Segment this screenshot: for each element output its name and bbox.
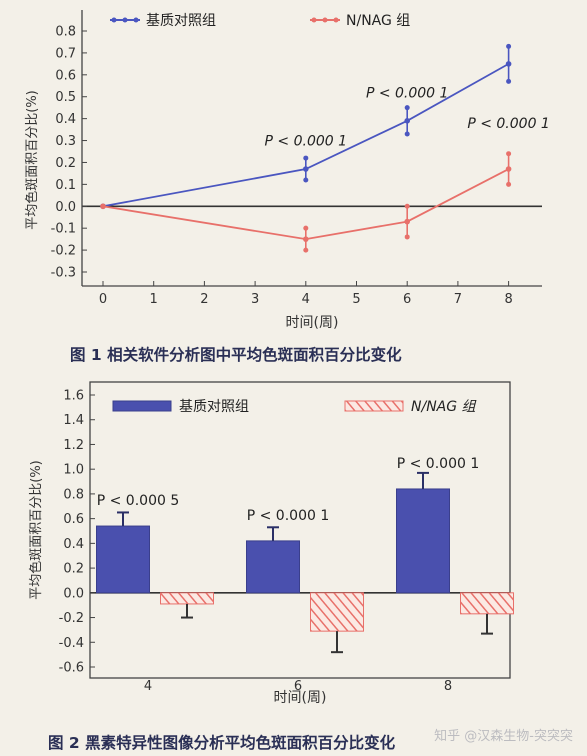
p-value-annotation: P < 0.000 1 bbox=[467, 116, 550, 132]
x-tick-label: 5 bbox=[352, 292, 360, 307]
error-cap bbox=[506, 43, 512, 49]
error-cap bbox=[404, 203, 410, 209]
data-point bbox=[505, 166, 512, 172]
nnag-bar bbox=[160, 592, 214, 605]
control-bar bbox=[396, 488, 450, 594]
error-cap bbox=[404, 234, 410, 240]
control-bar bbox=[96, 525, 150, 594]
error-cap bbox=[404, 131, 410, 137]
y-tick-label: 0.8 bbox=[55, 25, 76, 40]
watermark: 知乎 @汉森生物-突突突 bbox=[434, 729, 573, 744]
y-tick-label: 1.2 bbox=[63, 438, 84, 453]
y-tick-label: 0.5 bbox=[55, 90, 76, 105]
p-value-annotation: P < 0.000 5 bbox=[97, 493, 180, 509]
p-value-annotation: P < 0.000 1 bbox=[265, 134, 348, 150]
figure-1-caption: 图 1 相关软件分析图中平均色斑面积百分比变化 bbox=[70, 346, 402, 364]
y-tick-label: -0.1 bbox=[51, 222, 76, 237]
data-point bbox=[404, 218, 411, 225]
y-tick-label: -0.3 bbox=[51, 266, 76, 281]
x-tick-label: 3 bbox=[251, 292, 259, 307]
error-cap bbox=[303, 177, 309, 183]
error-cap bbox=[303, 247, 309, 253]
legend-swatch bbox=[344, 400, 404, 412]
nnag-bar bbox=[460, 592, 514, 615]
legend-marker bbox=[333, 17, 339, 23]
x-tick-label: 4 bbox=[144, 679, 152, 694]
legend-label: 基质对照组 bbox=[146, 12, 216, 29]
x-tick-label: 8 bbox=[444, 679, 452, 694]
legend-label: N/NAG 组 bbox=[411, 399, 477, 415]
error-cap bbox=[506, 78, 512, 84]
x-tick-label: 2 bbox=[200, 292, 208, 307]
p-value-annotation: P < 0.000 1 bbox=[397, 456, 480, 472]
x-axis-label: 时间(周) bbox=[274, 690, 327, 706]
y-tick-label: 0.7 bbox=[55, 46, 76, 61]
y-tick-label: -0.2 bbox=[51, 244, 76, 259]
legend-marker bbox=[311, 17, 317, 23]
y-tick-label: 0.1 bbox=[55, 178, 76, 193]
y-tick-label: 0.4 bbox=[63, 537, 84, 552]
error-cap bbox=[506, 181, 512, 187]
y-tick-label: 0.4 bbox=[55, 112, 76, 127]
legend-label: N/NAG 组 bbox=[346, 13, 410, 29]
control-bar bbox=[246, 540, 300, 594]
y-tick-label: 0.6 bbox=[63, 512, 84, 527]
data-point bbox=[404, 118, 411, 124]
error-cap bbox=[404, 105, 410, 111]
x-tick-label: 4 bbox=[302, 292, 310, 307]
p-value-annotation: P < 0.000 1 bbox=[366, 85, 449, 101]
error-cap bbox=[303, 225, 309, 231]
y-tick-label: 0.0 bbox=[55, 200, 76, 215]
legend-marker bbox=[122, 17, 128, 23]
data-point bbox=[303, 236, 309, 242]
y-tick-label: 1.6 bbox=[63, 389, 84, 404]
data-point bbox=[303, 166, 309, 172]
nnag-bar bbox=[310, 592, 364, 632]
y-tick-label: -0.6 bbox=[59, 661, 84, 676]
y-tick-label: 0.2 bbox=[63, 562, 84, 577]
y-tick-label: 0.2 bbox=[55, 156, 76, 171]
legend-label: 基质对照组 bbox=[179, 398, 249, 415]
plot-frame bbox=[89, 381, 511, 679]
error-cap bbox=[303, 155, 309, 161]
x-tick-label: 7 bbox=[454, 292, 462, 307]
y-tick-label: 1.0 bbox=[63, 463, 84, 478]
x-tick-label: 8 bbox=[504, 292, 512, 307]
error-cap bbox=[506, 151, 512, 157]
x-tick-label: 1 bbox=[150, 292, 158, 307]
nnag-series-line bbox=[102, 168, 510, 241]
data-point bbox=[100, 203, 106, 210]
y-axis-label: 平均色斑面积百分比(%) bbox=[24, 90, 40, 230]
y-tick-label: -0.4 bbox=[59, 636, 84, 651]
legend-marker bbox=[322, 17, 328, 23]
y-tick-label: -0.2 bbox=[59, 611, 84, 626]
data-point bbox=[505, 61, 512, 67]
x-tick-label: 6 bbox=[294, 679, 302, 694]
y-axis-label: 平均色斑面积百分比(%) bbox=[28, 460, 44, 600]
legend-marker bbox=[111, 17, 117, 23]
figure-2-caption: 图 2 黑素特异性图像分析平均色斑面积百分比变化 bbox=[48, 734, 396, 752]
x-axis-label: 时间(周) bbox=[286, 315, 339, 331]
x-tick-label: 6 bbox=[403, 292, 411, 307]
y-tick-label: 0.0 bbox=[63, 586, 84, 601]
legend-swatch bbox=[112, 400, 172, 412]
y-tick-label: 0.3 bbox=[55, 134, 76, 149]
y-tick-label: 0.6 bbox=[55, 68, 76, 83]
control-series-line bbox=[102, 63, 510, 208]
p-value-annotation: P < 0.000 1 bbox=[247, 508, 330, 524]
y-tick-label: 0.8 bbox=[63, 487, 84, 502]
x-tick-label: 0 bbox=[99, 292, 107, 307]
y-tick-label: 1.4 bbox=[63, 413, 84, 428]
legend-marker bbox=[133, 17, 139, 23]
